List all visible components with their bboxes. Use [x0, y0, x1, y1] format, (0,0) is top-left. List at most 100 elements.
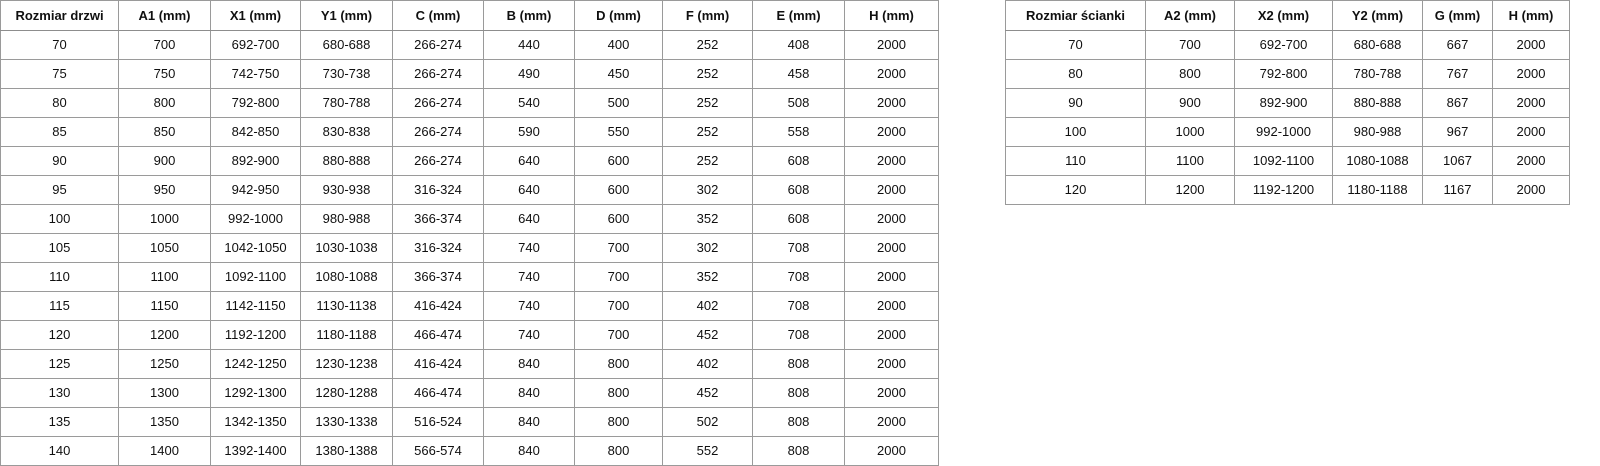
- doors-cell: 640: [483, 204, 575, 234]
- walls-cell: 80: [1005, 59, 1146, 89]
- walls-col-header-a2: A2 (mm): [1145, 0, 1235, 31]
- doors-cell: 2000: [844, 436, 939, 466]
- doors-cell: 2000: [844, 204, 939, 234]
- doors-cell: 2000: [844, 30, 939, 60]
- table-row: 95 950 942-950 930-938 316-324 640 600 302 608 20…: [0, 175, 939, 205]
- doors-cell: 266-274: [392, 117, 484, 147]
- walls-cell: 880-888: [1332, 88, 1423, 118]
- walls-cell: 1067: [1422, 146, 1493, 176]
- walls-cell: 992-1000: [1234, 117, 1333, 147]
- doors-cell: 1292-1300: [210, 378, 301, 408]
- doors-cell: 408: [752, 30, 845, 60]
- doors-cell: 1130-1138: [300, 291, 393, 321]
- doors-cell: 1330-1338: [300, 407, 393, 437]
- doors-cell: 402: [662, 291, 753, 321]
- doors-col-header-y1: Y1 (mm): [300, 0, 393, 31]
- walls-cell: 1200: [1145, 175, 1235, 205]
- walls-cell: 70: [1005, 30, 1146, 60]
- doors-cell: 1300: [118, 378, 211, 408]
- doors-cell: 1380-1388: [300, 436, 393, 466]
- doors-cell: 450: [574, 59, 663, 89]
- walls-cell: 90: [1005, 88, 1146, 118]
- doors-cell: 90: [0, 146, 119, 176]
- doors-table-body: 70 700 692-700 680-688 266-274 440 400 252 408 20…: [0, 30, 939, 466]
- doors-cell: 302: [662, 175, 753, 205]
- walls-cell: 120: [1005, 175, 1146, 205]
- doors-cell: 120: [0, 320, 119, 350]
- doors-cell: 1392-1400: [210, 436, 301, 466]
- doors-cell: 750: [118, 59, 211, 89]
- doors-cell: 2000: [844, 233, 939, 263]
- doors-cell: 800: [118, 88, 211, 118]
- doors-cell: 700: [574, 291, 663, 321]
- doors-col-header-e: E (mm): [752, 0, 845, 31]
- doors-cell: 740: [483, 291, 575, 321]
- table-row: 100 1000 992-1000 980-988 366-374 640 600 352 60…: [0, 204, 939, 234]
- doors-cell: 608: [752, 204, 845, 234]
- walls-cell: 680-688: [1332, 30, 1423, 60]
- doors-cell: 316-324: [392, 175, 484, 205]
- doors-cell: 780-788: [300, 88, 393, 118]
- doors-cell: 1192-1200: [210, 320, 301, 350]
- doors-cell: 600: [574, 175, 663, 205]
- walls-cell: 2000: [1492, 88, 1570, 118]
- doors-cell: 740: [483, 233, 575, 263]
- table-row: 70 700 692-700 680-688 667 2000: [1005, 30, 1570, 60]
- doors-cell: 130: [0, 378, 119, 408]
- doors-cell: 700: [574, 320, 663, 350]
- doors-cell: 540: [483, 88, 575, 118]
- walls-cell: 100: [1005, 117, 1146, 147]
- doors-cell: 640: [483, 175, 575, 205]
- walls-col-header-y2: Y2 (mm): [1332, 0, 1423, 31]
- table-row: 90 900 892-900 880-888 266-274 640 600 252 608 20…: [0, 146, 939, 176]
- doors-cell: 2000: [844, 349, 939, 379]
- doors-cell: 140: [0, 436, 119, 466]
- table-row: 140 1400 1392-1400 1380-1388 566-574 840 800 55…: [0, 436, 939, 466]
- doors-cell: 700: [574, 233, 663, 263]
- doors-cell: 800: [574, 349, 663, 379]
- table-row: 80 800 792-800 780-788 767 2000: [1005, 59, 1570, 89]
- doors-cell: 366-374: [392, 262, 484, 292]
- doors-cell: 2000: [844, 59, 939, 89]
- doors-cell: 740: [483, 320, 575, 350]
- doors-col-header-h: H (mm): [844, 0, 939, 31]
- table-row: 105 1050 1042-1050 1030-1038 316-324 740 700 30…: [0, 233, 939, 263]
- doors-col-header-size: Rozmiar drzwi: [0, 0, 119, 31]
- doors-cell: 840: [483, 349, 575, 379]
- walls-cell: 667: [1422, 30, 1493, 60]
- doors-cell: 2000: [844, 407, 939, 437]
- doors-cell: 1030-1038: [300, 233, 393, 263]
- doors-cell: 2000: [844, 117, 939, 147]
- doors-cell: 440: [483, 30, 575, 60]
- walls-table-head: Rozmiar ścianki A2 (mm) X2 (mm) Y2 (mm) …: [1005, 0, 1570, 31]
- walls-cell: 767: [1422, 59, 1493, 89]
- doors-cell: 608: [752, 146, 845, 176]
- table-row: 125 1250 1242-1250 1230-1238 416-424 840 800 40…: [0, 349, 939, 379]
- table-row: 70 700 692-700 680-688 266-274 440 400 252 408 20…: [0, 30, 939, 60]
- doors-cell: 730-738: [300, 59, 393, 89]
- walls-cell: 2000: [1492, 146, 1570, 176]
- doors-col-header-x1: X1 (mm): [210, 0, 301, 31]
- walls-dimensions-table-container: Rozmiar ścianki A2 (mm) X2 (mm) Y2 (mm) …: [1005, 0, 1570, 205]
- doors-cell: 1042-1050: [210, 233, 301, 263]
- doors-cell: 1142-1150: [210, 291, 301, 321]
- doors-col-header-a1: A1 (mm): [118, 0, 211, 31]
- table-row: 115 1150 1142-1150 1130-1138 416-424 740 700 40…: [0, 291, 939, 321]
- doors-cell: 808: [752, 407, 845, 437]
- doors-cell: 80: [0, 88, 119, 118]
- doors-cell: 1250: [118, 349, 211, 379]
- doors-cell: 608: [752, 175, 845, 205]
- doors-cell: 115: [0, 291, 119, 321]
- doors-cell: 850: [118, 117, 211, 147]
- doors-cell: 742-750: [210, 59, 301, 89]
- doors-cell: 590: [483, 117, 575, 147]
- doors-cell: 466-474: [392, 378, 484, 408]
- table-row: 110 1100 1092-1100 1080-1088 1067 2000: [1005, 146, 1570, 176]
- table-row: 90 900 892-900 880-888 867 2000: [1005, 88, 1570, 118]
- doors-cell: 550: [574, 117, 663, 147]
- doors-cell: 808: [752, 378, 845, 408]
- walls-cell: 800: [1145, 59, 1235, 89]
- doors-cell: 680-688: [300, 30, 393, 60]
- walls-col-header-size: Rozmiar ścianki: [1005, 0, 1146, 31]
